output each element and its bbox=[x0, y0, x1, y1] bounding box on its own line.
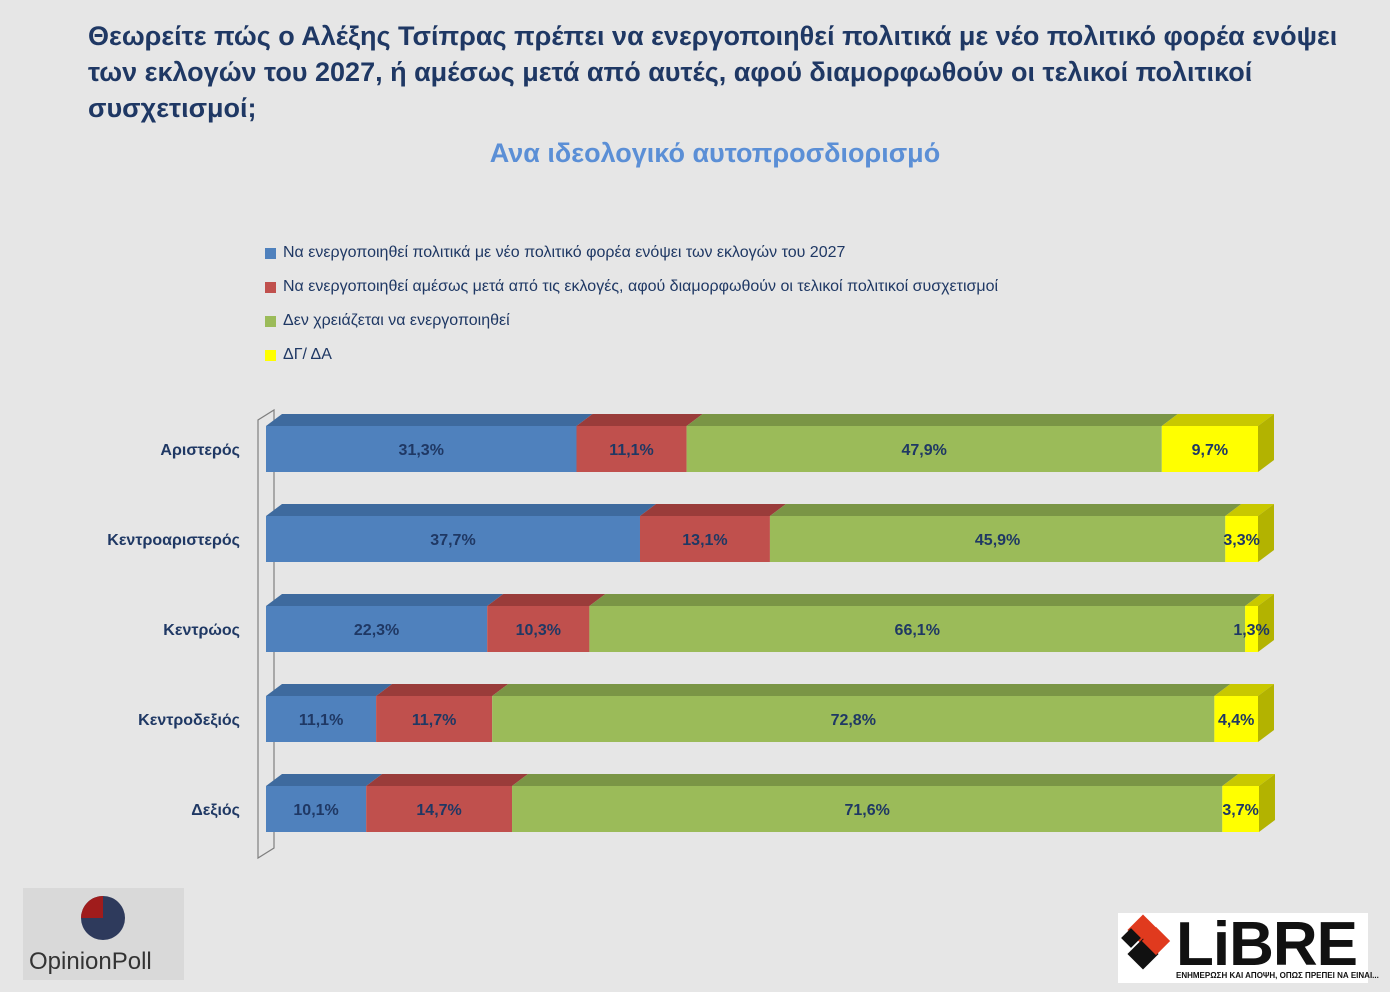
bar-top-face bbox=[266, 414, 593, 426]
bar-top-face bbox=[1222, 774, 1275, 786]
bar-side-face bbox=[1258, 594, 1274, 652]
category-label: Κεντρώος bbox=[163, 622, 240, 639]
data-label: 31,3% bbox=[399, 442, 444, 459]
legend-item: Να ενεργοποιηθεί αμέσως μετά από τις εκλ… bbox=[265, 270, 998, 304]
legend-label: Να ενεργοποιηθεί πολιτικά με νέο πολιτικ… bbox=[283, 244, 846, 261]
bar-segment bbox=[1245, 606, 1258, 652]
bar-top-face bbox=[366, 774, 529, 786]
bar-segment bbox=[266, 606, 488, 652]
legend-label: Να ενεργοποιηθεί αμέσως μετά από τις εκλ… bbox=[283, 278, 999, 295]
bar-side-face bbox=[1258, 684, 1274, 742]
category-label: Κεντροδεξιός bbox=[138, 712, 240, 729]
bar-top-face bbox=[512, 774, 1239, 786]
chart-subtitle: Ανα ιδεολογικό αυτοπροσδιορισμό bbox=[489, 138, 941, 168]
bar-segment bbox=[769, 516, 1226, 562]
data-label: 4,4% bbox=[1218, 712, 1254, 729]
bar-segment bbox=[1214, 696, 1258, 742]
bar-top-face bbox=[639, 504, 786, 516]
data-label: 72,8% bbox=[831, 712, 876, 729]
bar-top-face bbox=[492, 684, 1231, 696]
category-label: Κεντροαριστερός bbox=[107, 532, 240, 549]
data-label: 11,1% bbox=[609, 442, 653, 459]
bar-top-face bbox=[1245, 594, 1274, 606]
chart-title: Θεωρείτε πώς ο Αλέξης Τσίπρας πρέπει να … bbox=[88, 21, 1338, 123]
bar-segment bbox=[1161, 426, 1258, 472]
category-label: Δεξιός bbox=[191, 802, 240, 819]
opinionpoll-pie-icon bbox=[81, 896, 125, 940]
data-label: 37,7% bbox=[430, 532, 475, 549]
bar-top-face bbox=[266, 504, 656, 516]
data-label: 11,7% bbox=[412, 712, 456, 729]
data-label: 22,3% bbox=[354, 622, 399, 639]
bar-segment bbox=[639, 516, 770, 562]
data-label: 10,3% bbox=[516, 622, 561, 639]
bar-segment bbox=[376, 696, 493, 742]
bar-top-face bbox=[266, 684, 393, 696]
legend-label: ΔΓ/ ΔΑ bbox=[283, 346, 332, 363]
bar-top-face bbox=[1214, 684, 1274, 696]
data-label: 1,3% bbox=[1233, 622, 1269, 639]
bar-top-face bbox=[686, 414, 1178, 426]
bar-top-face bbox=[1161, 414, 1274, 426]
legend-swatch-series-2 bbox=[265, 281, 276, 293]
legend-swatch-series-3 bbox=[265, 315, 276, 327]
bar-segment bbox=[266, 696, 377, 742]
opinionpoll-logo: OpinionPoll bbox=[23, 888, 184, 980]
data-label: 11,1% bbox=[299, 712, 343, 729]
legend-swatch-series-4 bbox=[265, 349, 276, 361]
axis-wall bbox=[257, 408, 275, 860]
libre-logo: LiBRE ΕΝΗΜΕΡΩΣΗ ΚΑΙ ΑΠΟΨΗ, ΟΠΩΣ ΠΡΕΠΕΙ Ν… bbox=[1118, 910, 1379, 983]
libre-mark-icon bbox=[1121, 914, 1171, 970]
bar-top-face bbox=[266, 594, 504, 606]
bar-side-face bbox=[1258, 504, 1274, 562]
bar-top-face bbox=[376, 684, 509, 696]
data-label: 3,3% bbox=[1223, 532, 1259, 549]
legend-label: Δεν χρειάζεται να ενεργοποιηθεί bbox=[283, 312, 510, 329]
bar-segment bbox=[512, 786, 1223, 832]
data-label: 45,9% bbox=[975, 532, 1020, 549]
bar-segment bbox=[1222, 786, 1259, 832]
libre-tagline: ΕΝΗΜΕΡΩΣΗ ΚΑΙ ΑΠΟΨΗ, ΟΠΩΣ ΠΡΕΠΕΙ ΝΑ ΕΙΝΑ… bbox=[1176, 971, 1379, 980]
legend-item: Δεν χρειάζεται να ενεργοποιηθεί bbox=[265, 304, 998, 338]
bar-top-face bbox=[769, 504, 1242, 516]
data-label: 71,6% bbox=[844, 802, 889, 819]
bar-side-face bbox=[1258, 414, 1274, 472]
bar-segment bbox=[266, 516, 640, 562]
data-label: 47,9% bbox=[902, 442, 947, 459]
bar-top-face bbox=[589, 594, 1262, 606]
libre-wordmark: LiBRE bbox=[1176, 910, 1358, 979]
bar-segment bbox=[366, 786, 513, 832]
category-label: Αριστερός bbox=[160, 442, 240, 459]
legend-item: Να ενεργοποιηθεί πολιτικά με νέο πολιτικ… bbox=[265, 236, 998, 270]
chart-legend: Να ενεργοποιηθεί πολιτικά με νέο πολιτικ… bbox=[265, 236, 998, 372]
bar-segment bbox=[589, 606, 1246, 652]
bar-segment bbox=[576, 426, 687, 472]
opinionpoll-wordmark: OpinionPoll bbox=[29, 948, 152, 975]
data-label: 3,7% bbox=[1222, 802, 1258, 819]
bar-top-face bbox=[487, 594, 606, 606]
bar-segment bbox=[492, 696, 1215, 742]
legend-swatch-series-1 bbox=[265, 247, 276, 259]
bar-segment bbox=[686, 426, 1162, 472]
bar-top-face bbox=[576, 414, 703, 426]
bar-segment bbox=[266, 426, 577, 472]
data-label: 13,1% bbox=[682, 532, 727, 549]
legend-item: ΔΓ/ ΔΑ bbox=[265, 338, 998, 372]
data-label: 14,7% bbox=[416, 802, 461, 819]
bar-segment bbox=[266, 786, 367, 832]
bar-segment bbox=[487, 606, 590, 652]
data-label: 9,7% bbox=[1192, 442, 1228, 459]
bar-segment bbox=[1225, 516, 1258, 562]
bar-top-face bbox=[1225, 504, 1274, 516]
bar-side-face bbox=[1258, 774, 1275, 832]
data-label: 66,1% bbox=[895, 622, 940, 639]
bar-top-face bbox=[266, 774, 383, 786]
data-label: 10,1% bbox=[293, 802, 338, 819]
